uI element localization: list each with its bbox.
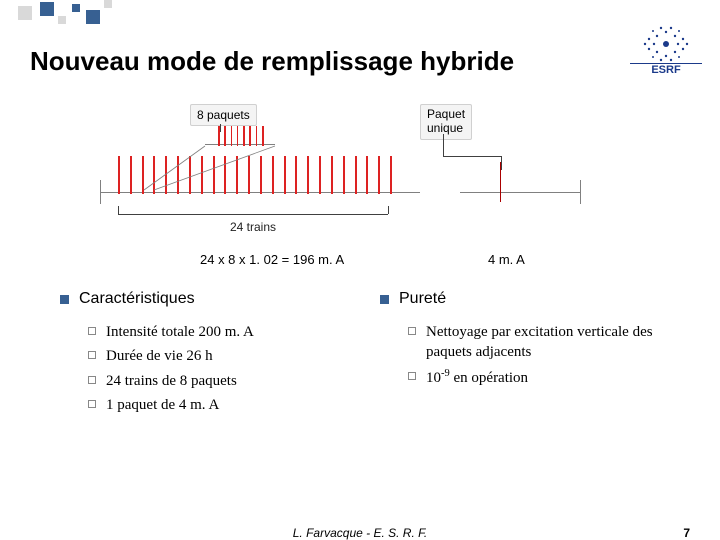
esrf-logo: ESRF [630, 26, 702, 76]
esrf-logo-text: ESRF [630, 63, 702, 76]
calc-right: 4 m. A [488, 252, 525, 267]
hollow-square-icon [408, 327, 416, 335]
esrf-logo-icon [642, 26, 690, 62]
train-tick [366, 156, 368, 194]
list-item: 1 paquet de 4 m. A [88, 395, 360, 415]
col-purity: Pureté Nettoyage par excitation vertical… [380, 290, 680, 419]
page-title: Nouveau mode de remplissage hybride [30, 46, 514, 77]
hollow-square-icon [88, 400, 96, 408]
train-tick [390, 156, 392, 194]
label-24-trains: 24 trains [230, 220, 276, 234]
filling-diagram: 8 paquets Paquet unique 24 trains [100, 102, 620, 232]
label-paquet-unique: Paquet unique [420, 104, 472, 140]
train-tick [378, 156, 380, 194]
list-item: 10-9 en opération [408, 367, 680, 388]
zoom-connector [140, 132, 340, 197]
list-item: Durée de vie 26 h [88, 346, 360, 366]
train-tick [355, 156, 357, 194]
square-bullet-icon [380, 295, 389, 304]
hollow-square-icon [88, 351, 96, 359]
hollow-square-icon [88, 376, 96, 384]
content-columns: Caractéristiques Intensité totale 200 m.… [60, 290, 680, 419]
list-item: Intensité totale 200 m. A [88, 322, 360, 342]
hollow-square-icon [408, 372, 416, 380]
footer-author: L. Farvacque - E. S. R. F. [293, 526, 428, 540]
col-left-heading: Caractéristiques [60, 290, 360, 308]
page-number: 7 [683, 526, 690, 540]
train-tick [343, 156, 345, 194]
purity-list: Nettoyage par excitation verticale des p… [380, 322, 680, 388]
list-item: Nettoyage par excitation verticale des p… [408, 322, 680, 363]
top-decoration [0, 0, 720, 28]
calc-left: 24 x 8 x 1. 02 = 196 m. A [200, 252, 344, 267]
train-tick [118, 156, 120, 194]
hollow-square-icon [88, 327, 96, 335]
list-item: 24 trains de 8 paquets [88, 371, 360, 391]
single-packet-tick [500, 162, 501, 202]
train-tick [130, 156, 132, 194]
square-bullet-icon [60, 295, 69, 304]
col-right-heading: Pureté [380, 290, 680, 308]
label-8-paquets: 8 paquets [190, 104, 257, 126]
col-characteristics: Caractéristiques Intensité totale 200 m.… [60, 290, 360, 419]
characteristics-list: Intensité totale 200 m. A Durée de vie 26… [60, 322, 360, 415]
